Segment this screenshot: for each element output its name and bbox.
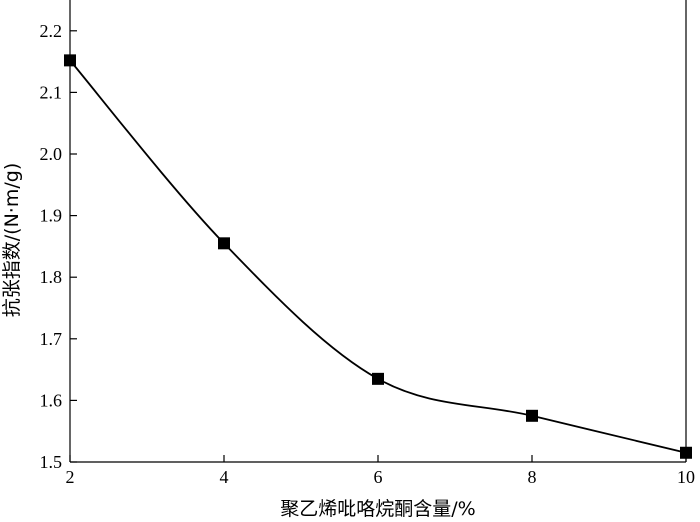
- y-tick-label: 2.2: [40, 21, 63, 41]
- x-tick-label: 10: [677, 467, 695, 487]
- data-point: [64, 54, 76, 67]
- x-tick-label: 8: [528, 467, 537, 487]
- y-tick-label: 1.9: [40, 206, 63, 226]
- y-axis-title: 抗张指数/(N·m/g): [1, 163, 23, 317]
- data-point: [218, 237, 230, 250]
- series-line: [69, 59, 687, 454]
- y-tick-label: 1.6: [40, 390, 63, 410]
- data-point: [526, 409, 538, 422]
- x-axis-title: 聚乙烯吡咯烷酮含量/%: [280, 498, 475, 520]
- x-tick-label: 2: [66, 467, 75, 487]
- data-markers: [64, 54, 692, 459]
- x-tick-label: 6: [374, 467, 383, 487]
- axes: [69, 0, 687, 463]
- y-tick-label: 2.1: [40, 82, 63, 102]
- y-tick-label: 1.5: [40, 452, 63, 472]
- y-tick-label: 1.7: [40, 329, 63, 349]
- y-tick-label: 2.0: [40, 144, 63, 164]
- x-tick-label: 4: [220, 467, 229, 487]
- data-point: [372, 372, 384, 385]
- x-axis-ticks: 2 4 6 8 10: [66, 455, 695, 487]
- data-point: [680, 446, 692, 459]
- y-tick-label: 1.8: [40, 267, 63, 287]
- y-axis-ticks: 1.5 1.6 1.7 1.8 1.9 2.0 2.1 2.2: [40, 21, 77, 472]
